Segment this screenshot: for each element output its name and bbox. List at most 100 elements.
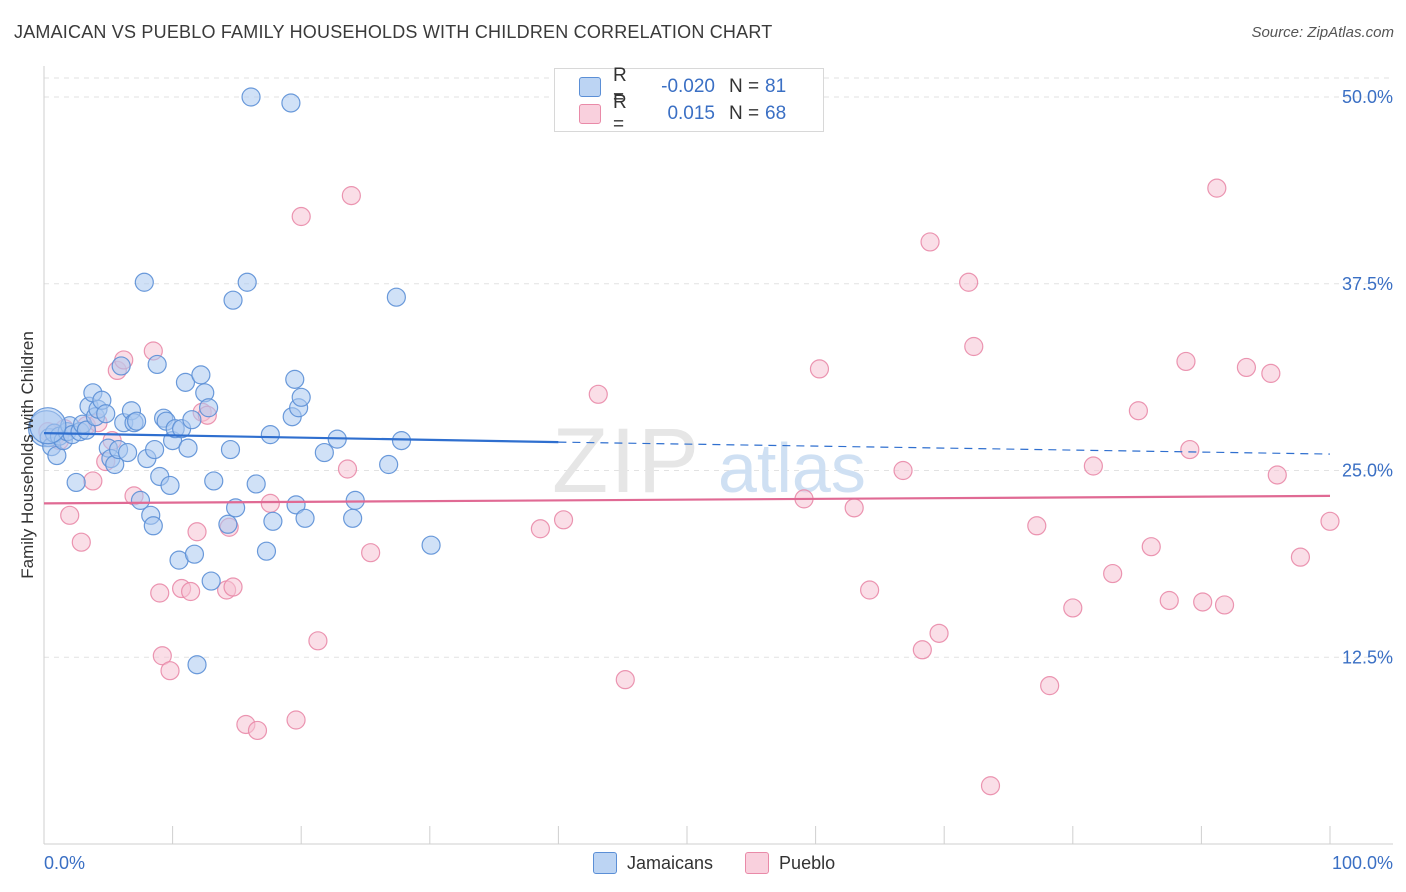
- pueblo-point: [1236, 357, 1257, 378]
- pueblo-point: [1141, 537, 1161, 557]
- jamaican-point: [421, 535, 441, 555]
- jamaican-point: [345, 490, 365, 510]
- pueblo-point: [844, 498, 864, 518]
- pueblo-point: [291, 206, 311, 227]
- pueblo-point: [341, 186, 361, 206]
- x-tick-label-max: 100.0%: [1332, 853, 1393, 873]
- jamaican-point: [223, 290, 243, 310]
- pueblo-point: [980, 776, 1001, 796]
- pueblo-point: [181, 581, 201, 602]
- jamaican-point: [199, 398, 219, 418]
- jamaican-point: [111, 356, 131, 376]
- jamaican-point: [291, 387, 311, 407]
- pueblo-point: [1214, 595, 1235, 615]
- pueblo-point: [247, 720, 268, 741]
- legend-row-jamaicans: R = -0.020 N = 81: [579, 65, 787, 108]
- pueblo-swatch: [579, 104, 601, 124]
- legend-item-jamaicans[interactable]: Jamaicans: [593, 852, 713, 874]
- legend-item-pueblo[interactable]: Pueblo: [745, 852, 835, 874]
- pueblo-point: [83, 471, 103, 491]
- jamaican-point: [184, 544, 205, 564]
- y-tick-label: 37.5%: [1342, 274, 1393, 294]
- pueblo-point: [361, 543, 381, 563]
- jamaican-point: [134, 272, 154, 292]
- jamaicans-legend-swatch: [593, 852, 617, 874]
- pueblo-point: [929, 623, 949, 643]
- jamaican-point: [218, 514, 238, 534]
- pueblo-point: [260, 493, 280, 513]
- jamaican-point: [286, 495, 306, 515]
- legend-row-pueblo: R = 0.015 N = 68: [579, 92, 787, 135]
- jamaican-point: [285, 369, 305, 389]
- jamaican-point: [260, 425, 280, 445]
- jamaican-point: [66, 472, 86, 493]
- jamaican-point: [117, 442, 138, 463]
- stats-legend: R = -0.020 N = 81 R = 0.015 N = 68: [554, 65, 824, 135]
- jamaican-point: [246, 474, 266, 494]
- jamaican-point: [175, 372, 196, 392]
- jamaican-point: [29, 407, 67, 445]
- pueblo-point: [920, 232, 940, 252]
- jamaican-point: [314, 442, 334, 463]
- jamaicans-trend-line: [43, 432, 559, 444]
- pueblo-legend-swatch: [745, 852, 770, 874]
- jamaican-point: [263, 511, 283, 531]
- jamaican-point: [281, 93, 301, 113]
- n-label: N =: [729, 103, 760, 124]
- jamaican-point: [204, 471, 224, 491]
- pueblo-point: [1128, 401, 1148, 421]
- pueblo-point: [1027, 516, 1047, 536]
- pueblo-point: [893, 460, 913, 481]
- pueblo-point: [308, 631, 328, 651]
- pueblo-point: [964, 336, 984, 357]
- watermark-atlas: atlas: [718, 429, 866, 507]
- jamaican-point: [130, 490, 151, 510]
- n-label: N =: [729, 76, 760, 97]
- pueblo-point: [160, 661, 180, 681]
- jamaican-point: [147, 354, 167, 375]
- watermark-zip: ZIP: [552, 410, 701, 512]
- pueblo-point: [1267, 465, 1287, 485]
- pueblo-point: [223, 577, 243, 597]
- series-legend: Jamaicans Pueblo: [593, 852, 867, 874]
- jamaican-point: [126, 411, 147, 431]
- pueblo-point: [286, 710, 306, 730]
- jamaican-point: [379, 454, 399, 475]
- pueblo-point: [809, 359, 830, 379]
- pueblo-point: [860, 580, 880, 600]
- pueblo-point: [1180, 439, 1200, 460]
- pueblo-point: [337, 459, 358, 479]
- pueblo-point: [1193, 592, 1213, 612]
- pueblo-n-value: 68: [765, 103, 787, 124]
- jamaican-point: [220, 439, 241, 460]
- pueblo-point: [959, 272, 979, 292]
- jamaican-point: [295, 508, 315, 528]
- pueblo-point: [1040, 676, 1060, 696]
- y-tick-label: 12.5%: [1342, 647, 1393, 667]
- trend-lines: [43, 432, 1331, 505]
- y-tick-label: 50.0%: [1342, 87, 1393, 107]
- jamaican-point: [256, 541, 277, 561]
- pueblo-trend-line: [43, 494, 1331, 505]
- r-label: R =: [613, 65, 627, 108]
- jamaican-point: [386, 287, 406, 307]
- pueblo-point: [1103, 563, 1123, 584]
- pueblo-point: [588, 384, 608, 404]
- chart-title: JAMAICAN VS PUEBLO FAMILY HOUSEHOLDS WIT…: [14, 22, 773, 42]
- pueblo-point: [1207, 178, 1227, 198]
- pueblo-point: [1261, 363, 1281, 383]
- jamaican-point: [391, 431, 412, 451]
- jamaicans-n-value: 81: [765, 76, 787, 97]
- pueblo-legend-label: Pueblo: [779, 852, 836, 873]
- x-tick-label-min: 0.0%: [44, 853, 85, 873]
- pueblo-r-value: 0.015: [667, 103, 715, 124]
- pueblo-point: [1176, 351, 1196, 372]
- y-tick-labels: 12.5% 25.0% 37.5% 50.0%: [1342, 87, 1393, 667]
- pueblo-point: [530, 519, 550, 539]
- jamaican-point: [182, 410, 202, 430]
- pueblo-point: [1083, 456, 1103, 476]
- jamaican-point: [143, 516, 163, 536]
- jamaican-point: [343, 508, 363, 528]
- r-label: R =: [613, 92, 627, 135]
